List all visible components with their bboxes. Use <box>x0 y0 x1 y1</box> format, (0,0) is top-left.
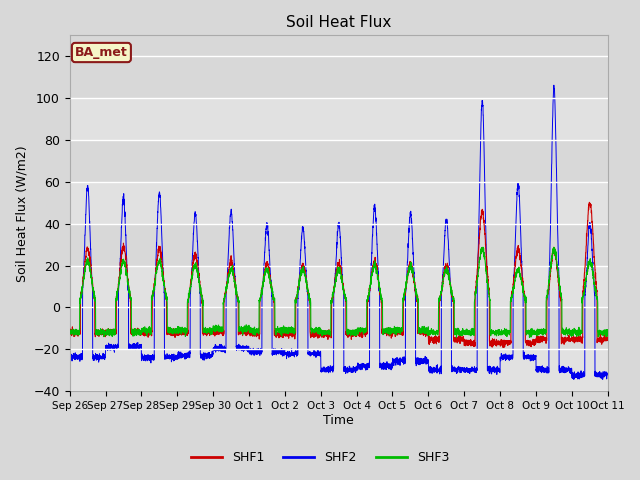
SHF2 <box>604 372 612 378</box>
SHF2 <box>460 365 467 371</box>
Bar <box>70 265 608 307</box>
SHF1 <box>604 336 612 342</box>
SHF3 <box>479 244 487 250</box>
SHF3 <box>604 333 612 339</box>
SHF1 <box>319 329 326 335</box>
Title: Soil Heat Flux: Soil Heat Flux <box>286 15 391 30</box>
SHF2 <box>66 356 74 361</box>
Line: SHF2: SHF2 <box>70 85 608 379</box>
X-axis label: Time: Time <box>323 414 354 427</box>
SHF3 <box>66 332 74 337</box>
Line: SHF1: SHF1 <box>70 203 608 348</box>
SHF2 <box>550 83 557 88</box>
SHF1 <box>500 345 508 350</box>
SHF2 <box>490 367 497 372</box>
SHF3 <box>460 330 467 336</box>
SHF2 <box>429 365 437 371</box>
SHF1 <box>586 200 593 205</box>
SHF3 <box>490 329 498 335</box>
SHF3 <box>429 327 437 333</box>
SHF3 <box>604 333 611 339</box>
SHF3 <box>319 329 326 335</box>
SHF3 <box>163 297 170 302</box>
Line: SHF3: SHF3 <box>70 247 608 337</box>
Bar <box>70 98 608 140</box>
SHF1 <box>66 330 74 336</box>
SHF2 <box>319 368 326 374</box>
Legend: SHF1, SHF2, SHF3: SHF1, SHF2, SHF3 <box>186 446 454 469</box>
Text: BA_met: BA_met <box>75 46 128 59</box>
SHF2 <box>570 376 578 382</box>
SHF1 <box>163 295 170 301</box>
Bar <box>70 349 608 391</box>
Y-axis label: Soil Heat Flux (W/m2): Soil Heat Flux (W/m2) <box>15 145 28 282</box>
SHF3 <box>452 335 460 340</box>
SHF1 <box>490 338 497 344</box>
SHF2 <box>163 354 170 360</box>
SHF1 <box>429 338 437 344</box>
SHF1 <box>460 336 467 342</box>
SHF1 <box>604 335 611 340</box>
Bar <box>70 182 608 224</box>
SHF2 <box>604 371 611 377</box>
